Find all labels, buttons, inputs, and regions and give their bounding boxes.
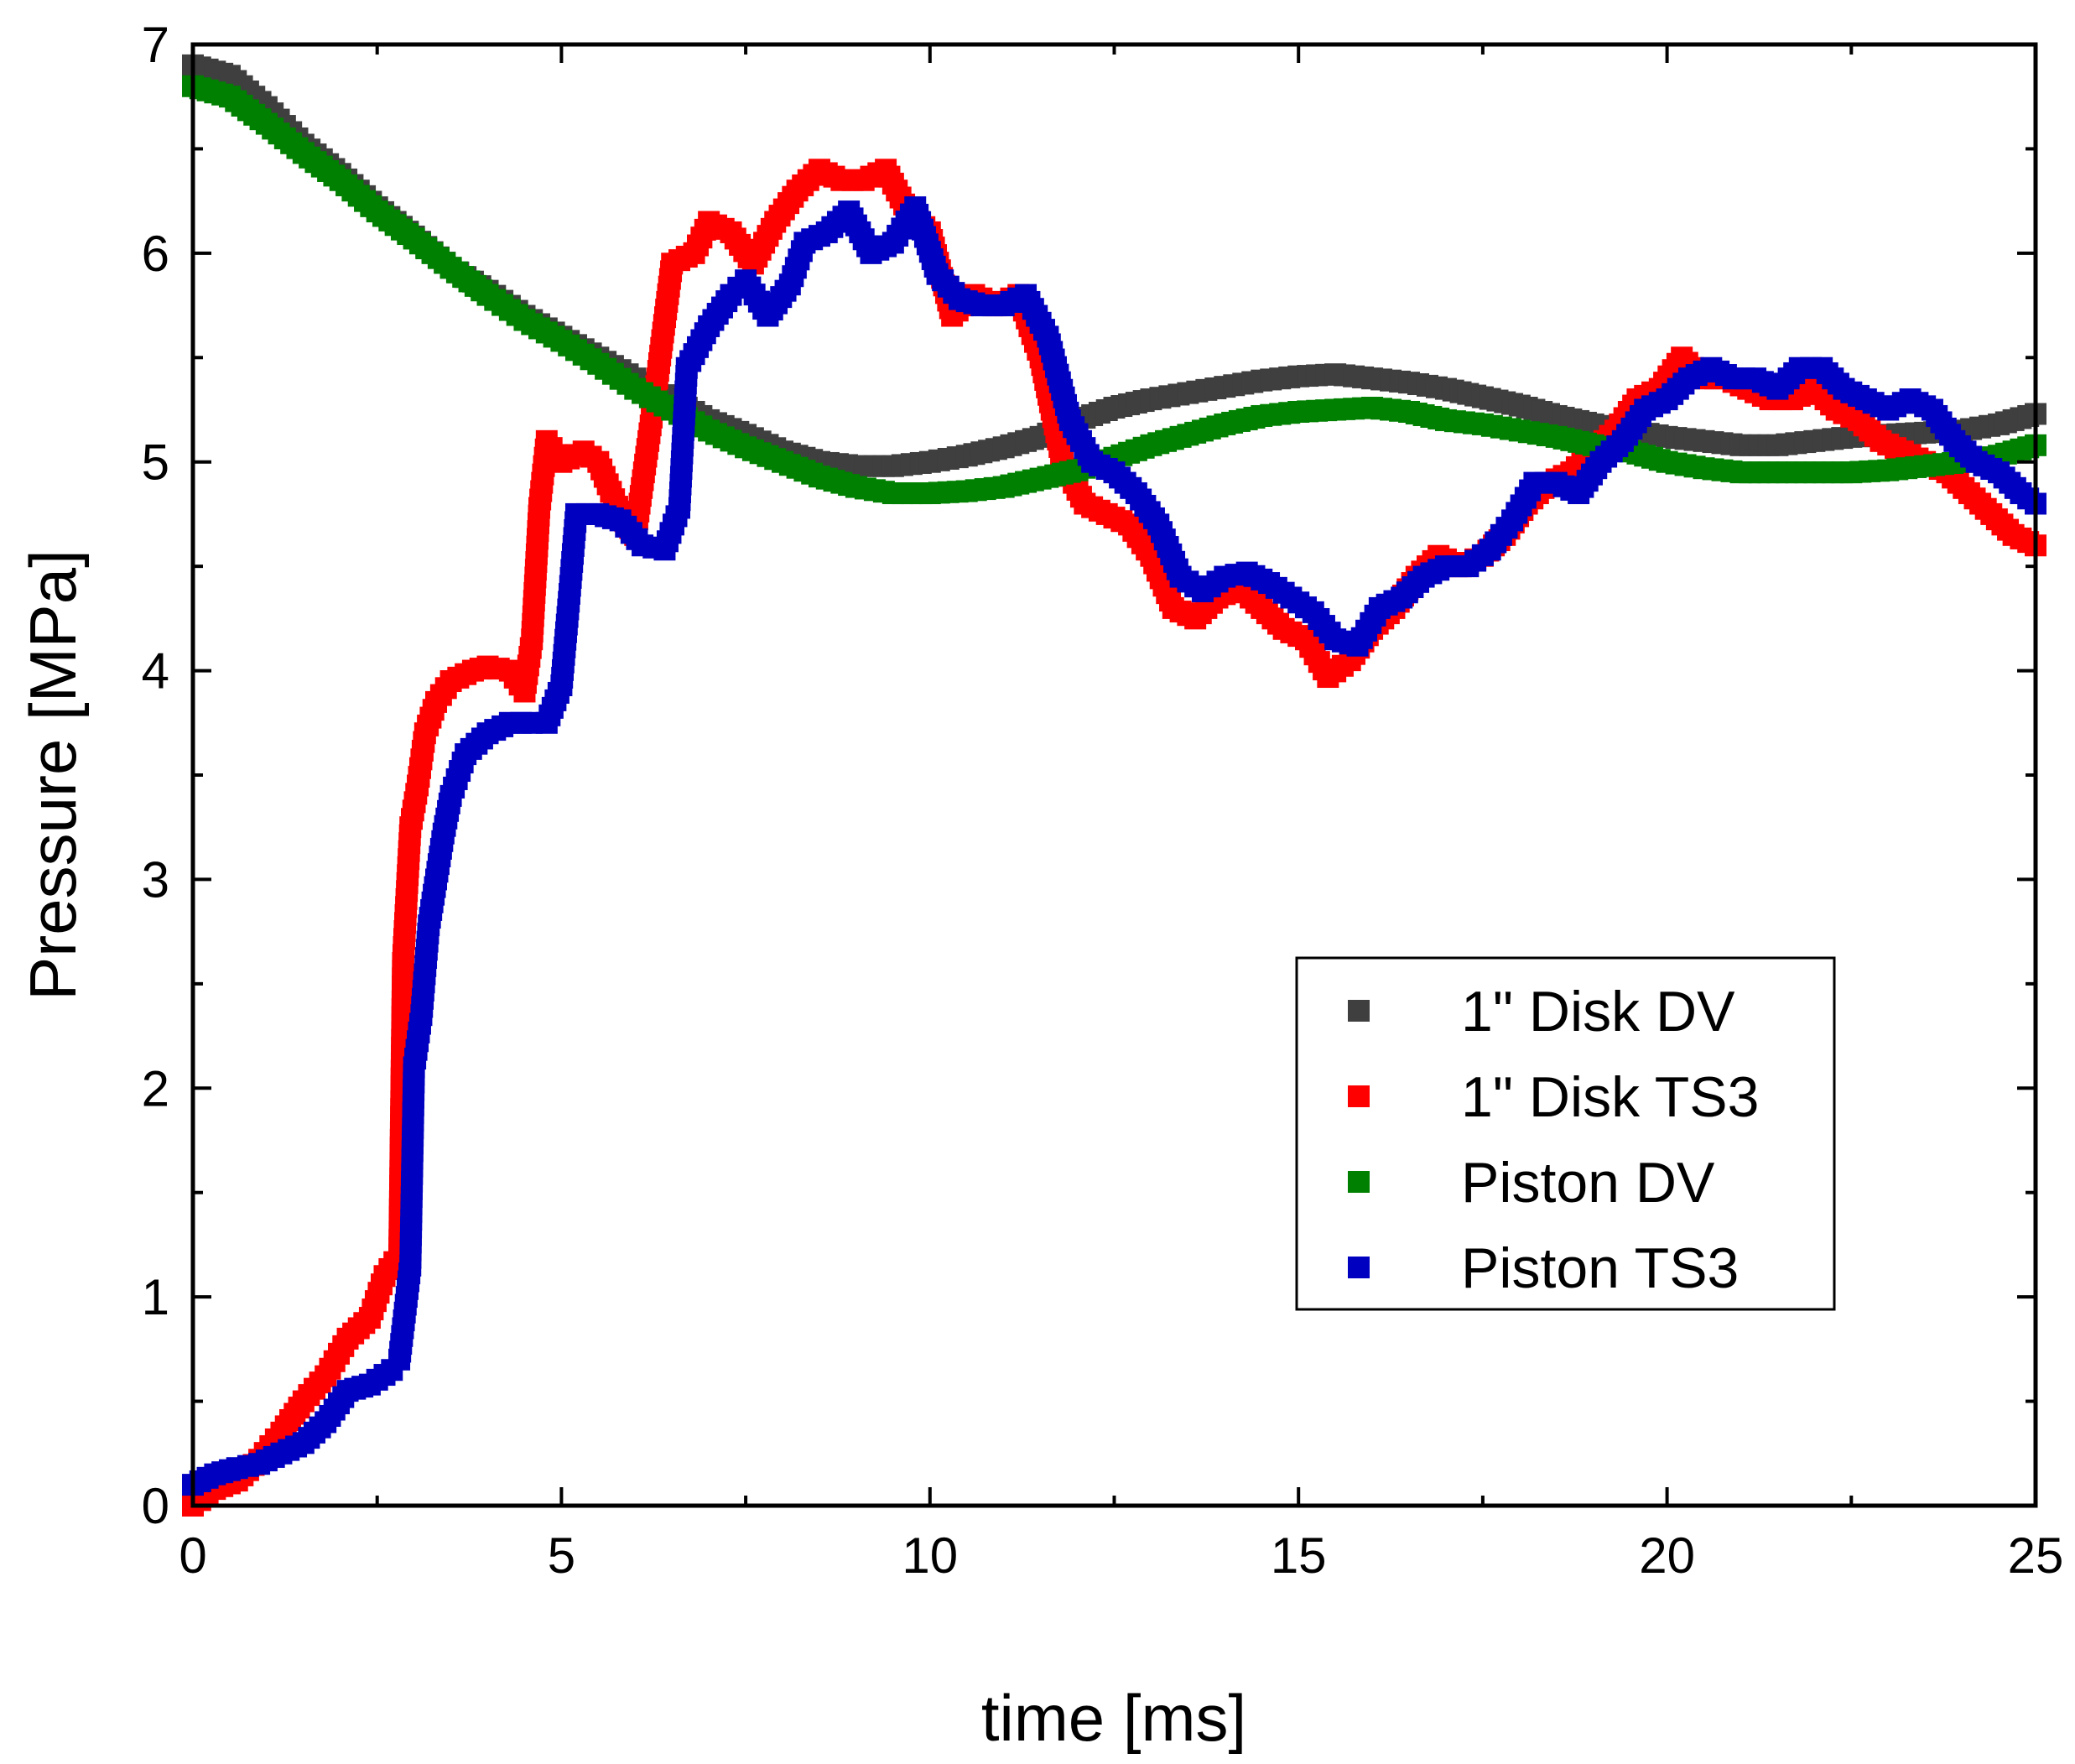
legend-items: 1" Disk DV 1" Disk TS3 Piston DV Piston TS3: [1348, 980, 1759, 1300]
y-tick-labels: 0 1 2 3 4 5 6 7: [142, 17, 169, 1534]
x-tick-label: 5: [548, 1527, 575, 1584]
y-tick-label: 5: [142, 434, 169, 491]
legend-marker: [1348, 1171, 1370, 1193]
y-axis-title: Pressure [MPa]: [16, 549, 90, 1001]
y-tick-label: 1: [142, 1269, 169, 1325]
series-3-markers: [182, 196, 2046, 1496]
series-2-markers: [182, 75, 2046, 505]
x-tick-label: 0: [179, 1527, 206, 1584]
y-tick-label: 4: [142, 643, 169, 700]
legend-label: 1" Disk DV: [1461, 980, 1735, 1043]
legend-marker: [1348, 1257, 1370, 1278]
data-markers: [182, 54, 2046, 1517]
y-tick-label: 3: [142, 851, 169, 908]
axis-ticks: [191, 43, 2037, 1507]
legend: 1" Disk DV 1" Disk TS3 Piston DV Piston TS3: [1295, 956, 1836, 1311]
legend-box: [1295, 956, 1836, 1311]
x-axis-title: time [ms]: [981, 1681, 1246, 1755]
legend-marker: [1348, 1085, 1370, 1107]
y-tick-label: 7: [142, 17, 169, 73]
legend-label: 1" Disk TS3: [1461, 1065, 1759, 1129]
x-tick-label: 25: [2008, 1527, 2064, 1584]
y-tick-label: 2: [142, 1060, 169, 1116]
y-tick-label: 6: [142, 226, 169, 282]
legend-label: Piston TS3: [1461, 1236, 1739, 1300]
x-tick-label: 20: [1639, 1527, 1695, 1584]
x-tick-labels: 0 5 10 15 20 25: [179, 1527, 2063, 1584]
legend-label: Piston DV: [1461, 1151, 1715, 1215]
x-tick-label: 15: [1271, 1527, 1327, 1584]
y-tick-label: 0: [142, 1478, 169, 1534]
legend-marker: [1348, 1000, 1370, 1022]
x-tick-label: 10: [902, 1527, 958, 1584]
